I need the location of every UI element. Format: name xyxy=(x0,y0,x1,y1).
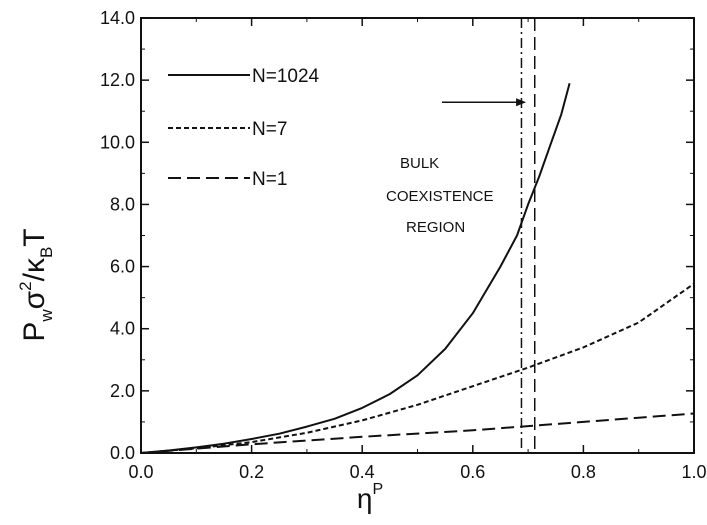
y-axis-label-w: w xyxy=(37,309,56,323)
y-axis-label-slash: / xyxy=(18,272,51,281)
y-tick-label: 4.0 xyxy=(110,319,135,339)
y-axis-label-p: P xyxy=(18,322,51,342)
y-tick-label: 2.0 xyxy=(110,381,135,401)
y-axis-label-sigma: σ xyxy=(18,290,51,309)
y-tick-label: 0.0 xyxy=(110,443,135,463)
series-n1-line xyxy=(140,412,695,454)
legend-label-n1: N=1 xyxy=(252,169,287,190)
x-axis-label: ηP xyxy=(357,481,383,514)
x-tick-label: 0.6 xyxy=(460,462,485,482)
y-tick-label: 8.0 xyxy=(110,194,135,214)
x-tick-label: 1.0 xyxy=(681,462,706,482)
y-axis-label-b: B xyxy=(37,247,56,258)
x-tick-label: 0.8 xyxy=(571,462,596,482)
series-n1024-line xyxy=(140,83,571,454)
x-tick-label: 0.4 xyxy=(350,462,375,482)
legend-label-n1024: N=1024 xyxy=(252,66,320,87)
y-tick-label: 12.0 xyxy=(100,70,135,90)
annotation-line-2: COEXISTENCE xyxy=(386,188,494,205)
plot-layer: 0.0 0.2 0.4 0.6 0.8 1.0 0.0 2.0 4.0 6.0 8.0 10.0 12.… xyxy=(100,8,707,482)
annotation-arrow-head xyxy=(516,98,527,107)
annotation-line-3: REGION xyxy=(406,219,465,236)
y-axis-label: Pwσ2/κBT xyxy=(16,228,56,341)
x-tick-label: 0.0 xyxy=(128,462,153,482)
legend-label-n7: N=7 xyxy=(252,119,287,140)
y-axis-label-kappa: κ xyxy=(18,257,51,273)
y-tick-label: 6.0 xyxy=(110,257,135,277)
annotation-line-1: BULK xyxy=(400,155,439,172)
legend: N=1024 N=7 N=1 xyxy=(168,66,320,190)
y-tick-label: 10.0 xyxy=(100,132,135,152)
y-tick-label: 14.0 xyxy=(100,8,135,28)
series-n7-line xyxy=(140,282,695,454)
y-axis-label-two: 2 xyxy=(16,281,35,290)
x-axis-label-sup: P xyxy=(372,481,383,498)
x-axis-label-base: η xyxy=(357,483,373,514)
x-tick-label: 0.2 xyxy=(239,462,264,482)
y-axis-label-t: T xyxy=(18,228,51,246)
